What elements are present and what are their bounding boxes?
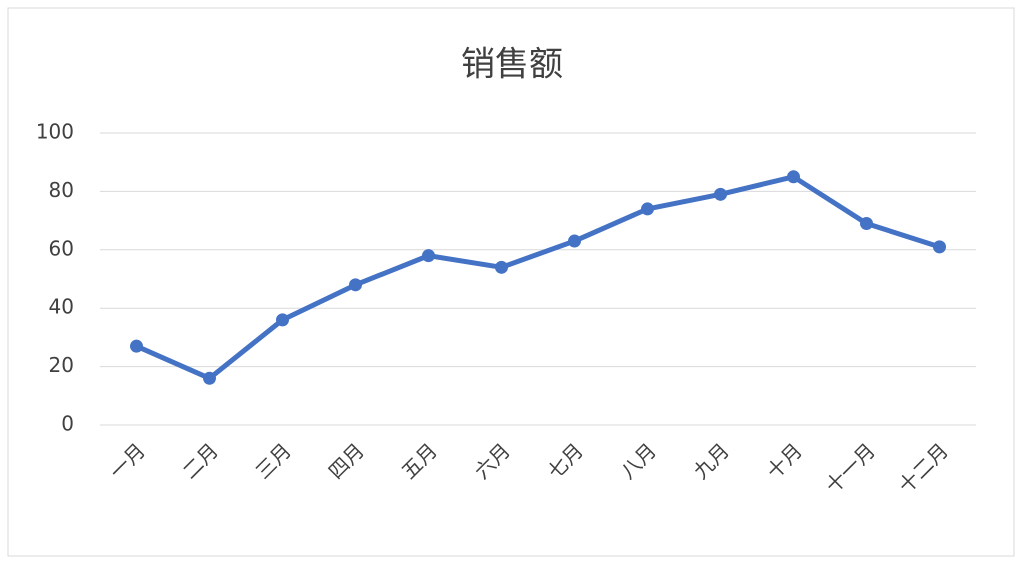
point xyxy=(422,249,435,263)
y-tick-label: 100 xyxy=(36,120,74,144)
series-line xyxy=(135,174,941,381)
chart-title: 销售额 xyxy=(461,45,563,85)
point xyxy=(933,240,946,254)
point xyxy=(714,187,727,201)
chart-border xyxy=(7,7,1015,557)
point xyxy=(349,278,362,292)
y-tick-label: 60 xyxy=(49,236,74,260)
y-tick-label: 0 xyxy=(61,412,74,436)
point xyxy=(130,339,143,353)
point xyxy=(641,202,654,216)
y-tick-label: 20 xyxy=(49,353,74,377)
point xyxy=(276,313,289,327)
point xyxy=(495,260,508,274)
point xyxy=(203,371,216,385)
y-tick-label: 40 xyxy=(49,295,74,319)
point xyxy=(860,217,873,231)
y-tick-label: 80 xyxy=(49,178,74,202)
point xyxy=(568,234,581,248)
point xyxy=(787,170,800,184)
